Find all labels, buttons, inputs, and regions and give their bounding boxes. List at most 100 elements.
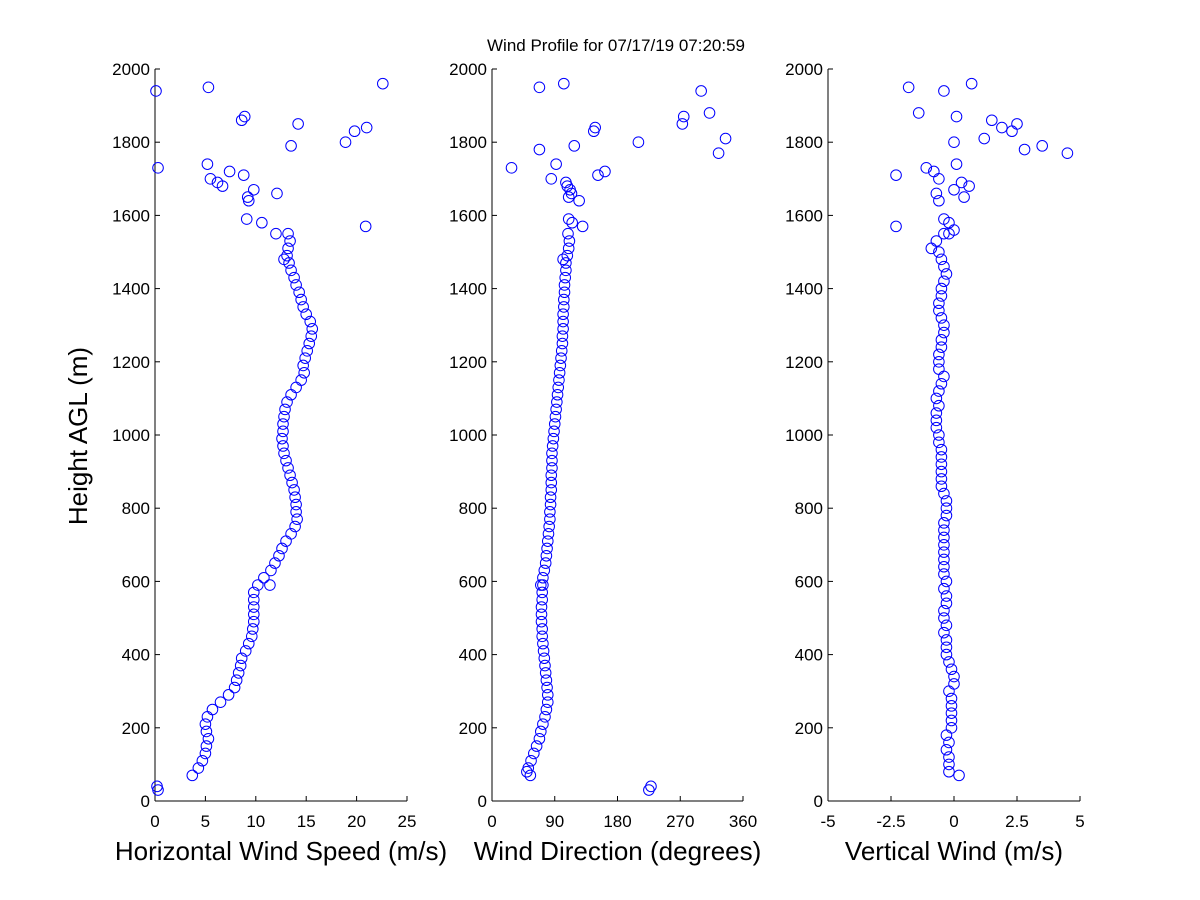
data-point [541,681,553,694]
data-point [538,564,551,577]
y-tick-label: 2000 [449,60,487,79]
data-point [935,334,948,346]
data-point [290,498,302,511]
x-tick-label: 360 [729,812,757,831]
data-point [548,425,560,438]
data-point [719,132,732,145]
data-point [289,520,301,533]
x-tick-label: 25 [398,812,417,831]
data-point [540,549,553,562]
y-tick-label: 2000 [785,60,823,79]
data-point [533,143,546,156]
data-point [245,630,258,643]
data-point [264,579,276,591]
data-point [557,315,569,328]
data-point [935,290,948,302]
data-point [305,330,318,342]
data-point [943,751,955,763]
data-point [547,432,560,445]
data-point [284,235,296,247]
y-tick-label: 0 [478,792,487,811]
x-tick-label: 90 [545,812,564,831]
y-tick-label: 1600 [449,206,487,225]
data-point [522,762,535,774]
panel-wind-direction: 0 200 400 600 800 1000 1200 1400 1600 1800 2000 0 90… [449,60,761,866]
data-point [933,348,945,361]
data-point [247,183,260,196]
y-tick-label: 1400 [785,280,823,299]
data-point [933,297,945,310]
data-point [940,729,953,741]
data-point [560,257,572,269]
data-point [546,447,558,460]
data-point [214,696,227,708]
data-point [202,732,215,745]
data-point [958,191,970,203]
data-point [592,169,604,181]
data-point [565,187,578,200]
y-tick-label: 200 [122,719,150,738]
data-point [541,535,554,547]
y-tick-label: 400 [795,646,823,665]
data-point [541,696,554,708]
data-point [151,780,163,793]
data-point [576,220,589,233]
data-point [558,301,570,313]
data-point [545,469,558,482]
x-tick-label: 180 [603,812,631,831]
data-point [562,227,574,240]
data-point [930,235,943,247]
data-point [286,476,298,489]
data-point [935,312,948,324]
data-point [199,747,212,760]
data-point [703,107,716,119]
data-point [935,458,948,471]
data-point [297,301,309,313]
data-point [239,645,252,657]
data-point [273,549,285,562]
x-tick-label: 0 [949,812,958,831]
y-tick-label: 800 [122,499,150,518]
data-point [546,440,559,452]
data-point [558,77,570,90]
data-point [234,659,247,672]
data-point [535,579,547,591]
data-point [965,77,978,90]
panel-horizontal-wind-speed: 0 200 400 600 800 1000 1200 1400 1600 1800 2000 0 5 1… [112,60,447,866]
y-tick-label: 2000 [112,60,150,79]
data-point [945,663,958,676]
data-point [935,465,948,478]
x-axis-label: Wind Direction (degrees) [474,836,762,866]
y-axis-label: Height AGL (m) [63,347,93,525]
data-point [935,377,948,390]
data-point [199,718,212,730]
data-point [945,714,958,727]
data-point [556,330,569,342]
data-point [935,341,948,353]
data-point [281,396,293,408]
data-point [533,732,546,745]
data-point [539,711,551,723]
data-point [933,246,945,258]
data-point [247,586,260,599]
data-point [539,667,552,679]
data-point [558,279,571,291]
data-point [562,191,575,203]
x-tick-label: -2.5 [876,812,905,831]
data-point [537,645,550,657]
data-point [240,213,253,225]
data-point [533,81,546,94]
data-point [890,220,902,233]
data-point [930,407,943,419]
data-point [568,140,581,152]
data-point [553,374,565,386]
data-point [298,366,310,379]
data-point [676,118,689,130]
data-point [890,169,902,181]
data-point [241,191,254,203]
data-point [561,180,574,192]
data-point [560,264,572,277]
y-tick-label: 800 [459,499,487,518]
data-point [599,165,611,178]
data-point [525,754,537,767]
